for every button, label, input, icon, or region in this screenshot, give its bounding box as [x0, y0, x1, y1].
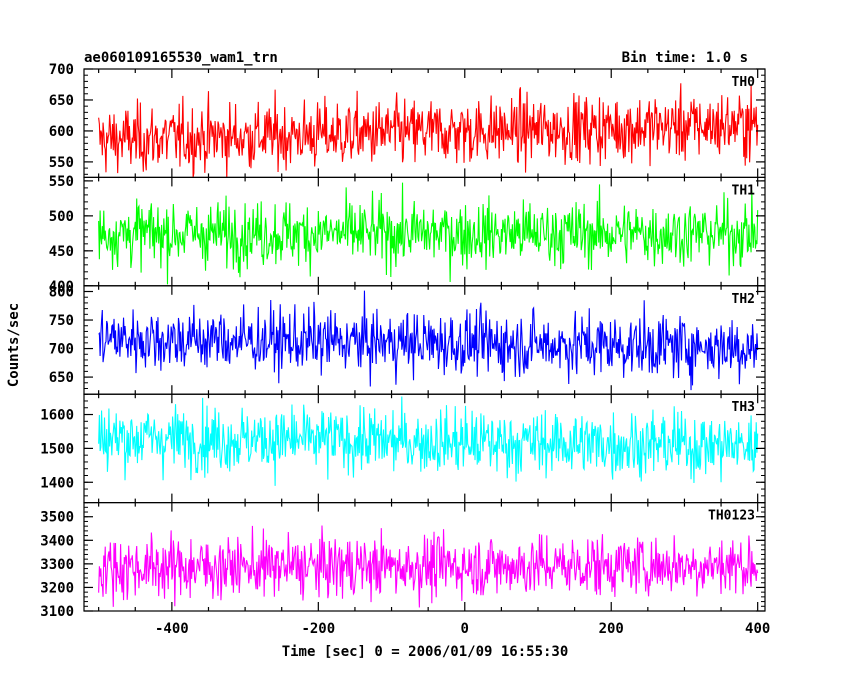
y-tick-label: 750 — [49, 313, 74, 329]
y-tick-label: 550 — [49, 155, 74, 171]
y-tick-label: 700 — [49, 62, 74, 78]
y-tick-label: 3300 — [40, 557, 74, 573]
x-tick-label: 200 — [599, 621, 624, 637]
chart-title: ae060109165530_wam1_trn — [84, 50, 278, 66]
panel-label-th3: TH3 — [732, 400, 755, 415]
panel-label-th2: TH2 — [732, 292, 755, 307]
x-tick-label: -200 — [301, 621, 335, 637]
y-tick-label: 1400 — [40, 475, 74, 491]
y-tick-label: 550 — [49, 174, 74, 190]
panel-label-th0123: TH0123 — [708, 509, 755, 524]
y-axis-title: Counts/sec — [6, 303, 22, 387]
y-tick-label: 450 — [49, 244, 74, 260]
series-line-th1 — [99, 183, 758, 285]
panel-label-th1: TH1 — [732, 183, 756, 198]
x-tick-label: 400 — [745, 621, 770, 637]
y-tick-label: 3500 — [40, 510, 74, 526]
x-tick-label: 0 — [461, 621, 469, 637]
y-tick-label: 3100 — [40, 604, 74, 620]
y-tick-label: 700 — [49, 342, 74, 358]
series-line-th0123 — [99, 526, 758, 608]
bin-time-label: Bin time: 1.0 s — [622, 50, 748, 66]
y-tick-label: 1500 — [40, 441, 74, 457]
panel-label-th0: TH0 — [732, 75, 756, 90]
y-tick-label: 650 — [49, 93, 74, 109]
series-line-th0 — [99, 83, 758, 180]
x-axis-title: Time [sec] 0 = 2006/01/09 16:55:30 — [282, 644, 569, 660]
y-tick-label: 1600 — [40, 408, 74, 424]
y-tick-label: 800 — [49, 285, 74, 301]
y-tick-label: 3200 — [40, 580, 74, 596]
panel-frame-th2 — [84, 286, 765, 394]
panels-group: TH0 550 600 650 700 TH1 400 450 500 550 TH2 650 700 7… — [40, 62, 770, 637]
y-tick-label: 3400 — [40, 533, 74, 549]
y-tick-label: 650 — [49, 370, 74, 386]
series-line-th2 — [99, 291, 758, 390]
y-tick-label: 500 — [49, 209, 74, 225]
y-tick-label: 600 — [49, 124, 74, 140]
series-line-th3 — [99, 397, 758, 486]
x-tick-label: -400 — [155, 621, 189, 637]
